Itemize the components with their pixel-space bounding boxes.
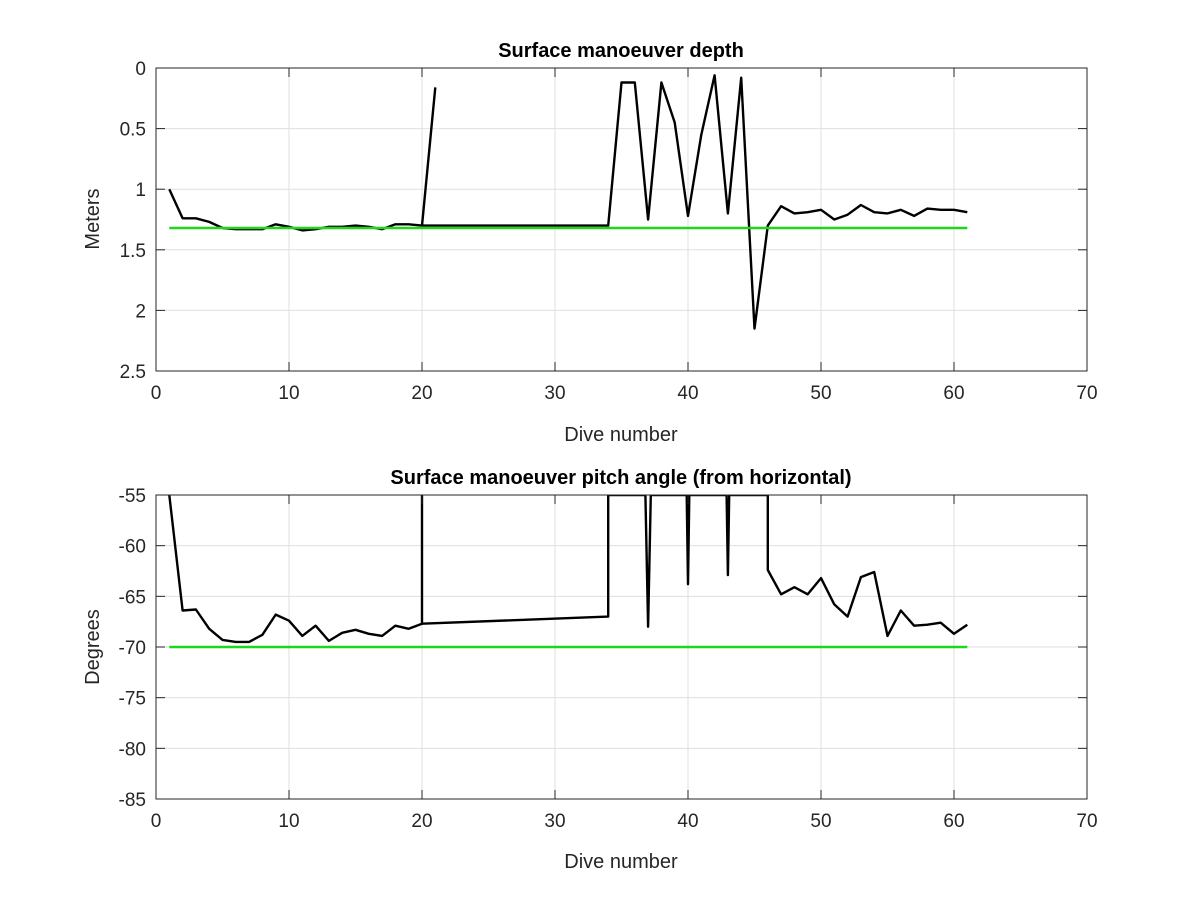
series-line [168,495,968,644]
y-tick-label: 0.5 [120,120,146,141]
x-tick-label: 60 [943,811,964,832]
x-tick-label: 10 [278,383,299,404]
x-axis-label: Dive number [564,424,678,446]
depth-chart: Surface manoeuver depth Dive number Mete… [82,40,1098,446]
x-tick-label: 40 [677,383,698,404]
y-tick-label: -85 [119,790,146,811]
x-tick-label: 50 [810,383,831,404]
y-tick-label: -65 [119,587,146,608]
y-tick-label: 1 [135,180,146,201]
pitch-angle-chart: Surface manoeuver pitch angle (from hori… [82,467,1098,873]
series-group [168,74,968,330]
y-tick-label: 1.5 [120,241,146,262]
chart-title: Surface manoeuver pitch angle (from hori… [390,467,851,489]
x-tick-label: 30 [544,811,565,832]
y-tick-label: -80 [119,739,146,760]
y-axis-label: Meters [82,188,104,249]
chart-title: Surface manoeuver depth [498,40,744,62]
y-tick-label: -75 [119,689,146,710]
series-line [168,74,968,330]
x-tick-label: 30 [544,383,565,404]
x-axis-label: Dive number [564,851,678,873]
y-tick-label: 2.5 [120,362,146,383]
y-tick-label: -60 [119,537,146,558]
y-axis-label: Degrees [82,609,104,685]
x-tick-label: 20 [411,383,432,404]
x-tick-label: 20 [411,811,432,832]
x-tick-label: 60 [943,383,964,404]
x-tick-label: 50 [810,811,831,832]
y-tick-label: -70 [119,638,146,659]
x-tick-label: 10 [278,811,299,832]
series-group [168,495,968,649]
plot-frame [155,67,1088,372]
x-tick-label: 70 [1076,811,1097,832]
x-tick-label: 0 [151,383,162,404]
x-tick-label: 40 [677,811,698,832]
y-tick-label: 0 [135,59,146,80]
x-tick-label: 0 [151,811,162,832]
x-tick-label: 70 [1076,383,1097,404]
y-tick-label: 2 [135,301,146,322]
y-tick-label: -55 [119,486,146,507]
